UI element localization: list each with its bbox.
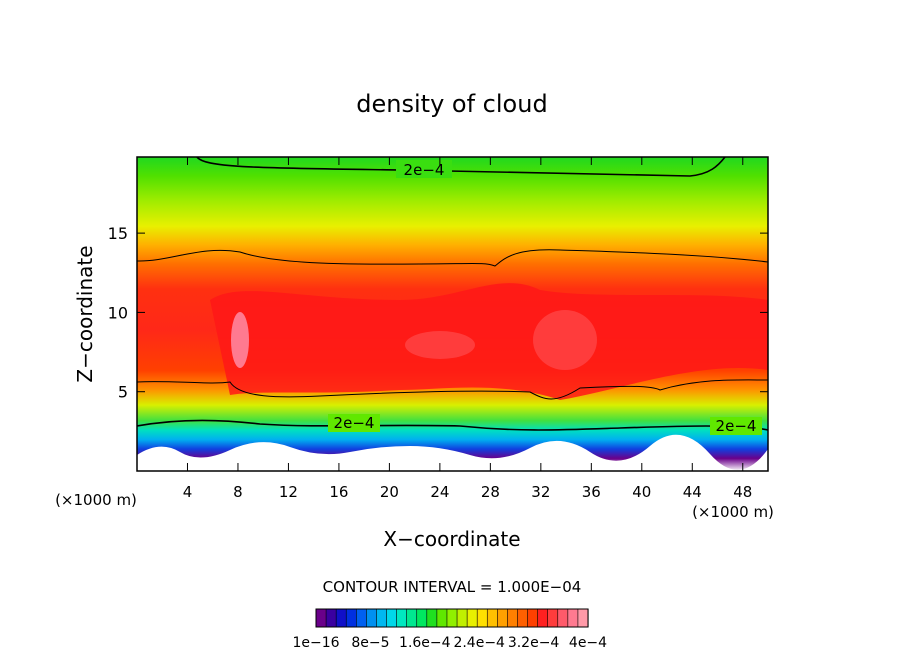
x-axis-label: X−coordinate [383, 527, 520, 551]
contour-line-upper [137, 249, 768, 267]
colorbar-swatch [557, 608, 569, 628]
x-axis: 4 8 12 16 20 24 28 32 36 40 44 48 [183, 157, 752, 501]
colorbar [315, 608, 589, 628]
x-units: (×1000 m) [692, 503, 774, 521]
colorbar-frame [315, 608, 589, 628]
colorbar-swatch [547, 608, 559, 628]
y-tick-label: 10 [108, 303, 128, 322]
x-tick-label: 28 [481, 483, 500, 501]
colorbar-swatch [537, 608, 549, 628]
colorbar-swatch [426, 608, 438, 628]
contour-interval-label: CONTOUR INTERVAL = 1.000E−04 [323, 578, 582, 596]
x-tick-label: 12 [279, 483, 298, 501]
colorbar-swatch [476, 608, 488, 628]
colorbar-label: 1e−16 [292, 635, 339, 651]
colorbar-label: 3.2e−4 [508, 635, 560, 651]
colorbar-swatch [436, 608, 448, 628]
x-tick-label: 20 [380, 483, 399, 501]
y-axis: 5 10 15 [108, 224, 768, 402]
colorbar-swatch [396, 608, 408, 628]
colorbar-swatch [406, 608, 418, 628]
colorbar-swatch [416, 608, 428, 628]
x-tick-label: 4 [183, 483, 193, 501]
x-tick-label: 48 [733, 483, 752, 501]
colorbar-label: 8e−5 [351, 635, 389, 651]
contour-label-right: 2e−4 [716, 417, 757, 435]
colorbar-label: 4e−4 [569, 635, 607, 651]
y-tick-label: 5 [118, 383, 128, 402]
contour-line-lower [137, 379, 768, 400]
colorbar-swatch [456, 608, 468, 628]
colorbar-label: 2.4e−4 [453, 635, 505, 651]
y-tick-label: 15 [108, 224, 128, 243]
colorbar-swatch [507, 608, 519, 628]
colorbar-swatch [527, 608, 539, 628]
peak-center [405, 331, 475, 359]
y-units: (×1000 m) [55, 491, 137, 509]
y-axis-label: Z−coordinate [73, 245, 97, 382]
peak-left [231, 312, 249, 368]
upper-red-core [210, 283, 768, 400]
colorbar-swatch [355, 608, 367, 628]
peak-right [533, 310, 597, 370]
plot-area [137, 157, 768, 471]
colorbar-swatch [446, 608, 458, 628]
colorbar-swatch [376, 608, 388, 628]
x-tick-label: 24 [430, 483, 449, 501]
x-tick-label: 36 [582, 483, 601, 501]
colorbar-swatch [486, 608, 498, 628]
colorbar-labels: 1e−16 8e−5 1.6e−4 2.4e−4 3.2e−4 4e−4 [292, 635, 607, 651]
x-tick-label: 40 [632, 483, 651, 501]
plot-frame [136, 156, 769, 472]
contour-line-base [137, 419, 768, 431]
lower-boundary [137, 434, 768, 471]
contour-label-top: 2e−4 [404, 161, 445, 179]
contour-label-left: 2e−4 [334, 414, 375, 432]
colorbar-swatch [577, 608, 589, 628]
colorbar-swatch [466, 608, 478, 628]
colorbar-swatch [517, 608, 529, 628]
colorbar-swatch [386, 608, 398, 628]
colorbar-swatch [335, 608, 347, 628]
colorbar-swatch [497, 608, 509, 628]
colorbar-swatch [345, 608, 357, 628]
x-tick-label: 32 [531, 483, 550, 501]
colorbar-swatch [325, 608, 337, 628]
chart-title: density of cloud [356, 90, 547, 118]
x-tick-label: 16 [329, 483, 348, 501]
colorbar-label: 1.6e−4 [399, 635, 451, 651]
colorbar-swatch [315, 608, 327, 628]
x-tick-label: 44 [683, 483, 702, 501]
contour-line-top [196, 157, 726, 177]
colorbar-swatch [366, 608, 378, 628]
x-tick-label: 8 [233, 483, 243, 501]
colorbar-swatch [567, 608, 579, 628]
